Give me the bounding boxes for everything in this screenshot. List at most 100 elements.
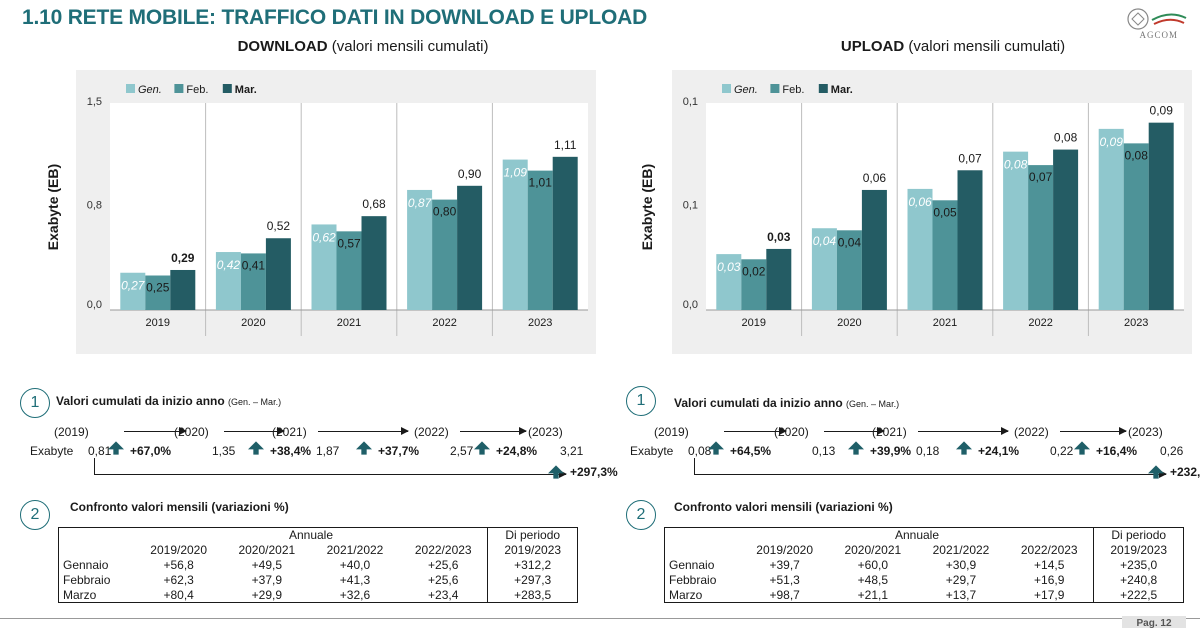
timeline-arrow bbox=[318, 427, 409, 435]
up-arrow-icon bbox=[548, 465, 564, 479]
up-arrow-icon bbox=[474, 441, 490, 455]
x-tick-label: 2021 bbox=[933, 317, 957, 329]
cumulative-value: 0,18 bbox=[916, 444, 940, 458]
table-cell: +222,5 bbox=[1093, 587, 1184, 603]
header-empty bbox=[665, 543, 741, 558]
section-number-table: 2 bbox=[626, 500, 656, 530]
row-label: Febbraio bbox=[669, 573, 717, 587]
column-header: 2019/2023 bbox=[1093, 542, 1184, 558]
bar-gen-2019 bbox=[716, 254, 742, 310]
table-cell: +29,7 bbox=[945, 573, 977, 587]
change-percent: +24,1% bbox=[978, 444, 1020, 458]
x-tick-label: 2023 bbox=[528, 317, 552, 329]
cumulative-value: 1,35 bbox=[212, 444, 236, 458]
data-label: 0,29 bbox=[171, 251, 195, 265]
table-cell: +297,3 bbox=[487, 572, 578, 588]
table-cell: +13,7 bbox=[945, 587, 977, 602]
bar-mar-2022 bbox=[457, 185, 483, 310]
table-row: Febbraio +51,3 +48,5 +29,7 +16,9 +240,8 bbox=[665, 572, 1184, 588]
table-cell: +39,7 bbox=[769, 558, 800, 572]
timeline-arrow bbox=[1060, 427, 1127, 435]
data-label: 0,87 bbox=[408, 196, 433, 210]
data-label: 0,80 bbox=[433, 205, 457, 219]
bar-feb-2019 bbox=[145, 275, 171, 310]
data-label: 1,01 bbox=[529, 176, 553, 190]
data-label: 0,08 bbox=[1004, 158, 1028, 172]
section-number-table: 2 bbox=[20, 500, 50, 530]
table-cell: +17,9 bbox=[1034, 587, 1065, 602]
table-row: Gennaio +39,7 +60,0 +30,9 +14,5 +235,0 bbox=[665, 557, 1184, 573]
data-label: 0,08 bbox=[1125, 148, 1149, 162]
year-label: (2019) bbox=[54, 425, 89, 439]
bar-mar-2023 bbox=[552, 156, 578, 310]
data-label: 0,06 bbox=[908, 195, 932, 209]
legend-swatch bbox=[722, 84, 731, 93]
data-label: 0,04 bbox=[838, 235, 862, 249]
column-header: 2020/2021 bbox=[844, 543, 902, 557]
table-cell: +25,6 bbox=[428, 558, 459, 572]
up-arrow-icon bbox=[248, 441, 264, 455]
variations-table-download: Annuale Di periodo 2019/2020 2020/2021 2021/… bbox=[58, 527, 578, 603]
table-columns-row: 2019/2020 2020/2021 2021/2022 2022/2023 2019… bbox=[665, 542, 1184, 558]
data-label: 0,68 bbox=[362, 197, 386, 211]
bar-gen-2022 bbox=[1003, 151, 1029, 310]
x-tick-label: 2023 bbox=[1124, 317, 1148, 329]
table-cell: +56,8 bbox=[163, 558, 194, 572]
legend-label: Feb. bbox=[186, 84, 208, 96]
download-chart: 1,5 0,8 0,0 0,27 0,25 0,29 2019 0,42 0,41 0,52 202… bbox=[76, 70, 596, 354]
cumulative-value: 0,22 bbox=[1050, 444, 1074, 458]
upload-ylabel: Exabyte (EB) bbox=[639, 163, 655, 251]
cumulative-value: 0,08 bbox=[688, 444, 712, 458]
total-arrow-stem bbox=[694, 458, 695, 474]
row-label: Exabyte bbox=[630, 444, 674, 458]
table-cell: +60,0 bbox=[857, 558, 889, 572]
table-cell: +37,9 bbox=[251, 573, 283, 587]
x-tick-label: 2019 bbox=[742, 317, 766, 329]
up-arrow-icon bbox=[108, 441, 124, 455]
table-cell: +16,9 bbox=[1034, 573, 1065, 587]
data-label: 0,05 bbox=[933, 205, 957, 219]
change-percent: +38,4% bbox=[270, 444, 312, 458]
legend-swatch bbox=[818, 84, 828, 93]
legend-label: Gen. bbox=[138, 84, 162, 96]
cumulative-title: Valori cumulati da inizio anno (Gen. – M… bbox=[56, 394, 282, 408]
bar-gen-2019 bbox=[120, 272, 146, 310]
legend-label: Gen. bbox=[734, 84, 758, 96]
header-di-periodo: Di periodo bbox=[1093, 527, 1184, 543]
table-cell: +41,3 bbox=[339, 573, 371, 587]
bar-gen-2020 bbox=[215, 252, 241, 310]
upload-title-bold: UPLOAD bbox=[840, 38, 905, 55]
table-cell: +62,3 bbox=[163, 573, 194, 587]
column-header: 2019/2020 bbox=[150, 543, 208, 557]
variations-table-upload: Annuale Di periodo 2019/2020 2020/2021 2021/… bbox=[664, 527, 1184, 603]
data-label: 0,90 bbox=[458, 167, 482, 181]
up-arrow-icon bbox=[356, 441, 372, 455]
table-row: Febbraio +62,3 +37,9 +41,3 +25,6 +297,3 bbox=[59, 572, 578, 588]
total-change-percent: +297,3% bbox=[570, 465, 618, 479]
row-label: Gennaio bbox=[63, 558, 109, 572]
table-row: Marzo +98,7 +21,1 +13,7 +17,9 +222,5 bbox=[665, 587, 1184, 603]
timeline-arrow bbox=[724, 427, 787, 435]
timeline-arrow bbox=[824, 427, 885, 435]
header-empty bbox=[59, 528, 135, 543]
bar-mar-2020 bbox=[861, 189, 887, 310]
bar-mar-2022 bbox=[1053, 149, 1079, 310]
upload-title-rest: (valori mensili cumulati) bbox=[908, 38, 1066, 55]
agcom-logo-icon bbox=[1127, 8, 1187, 30]
upload-chart-title: UPLOAD (valori mensili cumulati) bbox=[693, 38, 1200, 55]
cumulative-value: 1,87 bbox=[316, 444, 340, 458]
header-annuale: Annuale bbox=[288, 528, 334, 543]
bar-feb-2020 bbox=[836, 230, 862, 310]
table-cell: +30,9 bbox=[945, 558, 977, 572]
header-empty bbox=[59, 543, 135, 558]
download-chart-title: DOWNLOAD (valori mensili cumulati) bbox=[103, 38, 623, 55]
bar-mar-2020 bbox=[265, 238, 291, 310]
header-empty bbox=[665, 528, 741, 543]
bar-gen-2022 bbox=[407, 189, 433, 310]
table-row: Marzo +80,4 +29,9 +32,6 +23,4 +283,5 bbox=[59, 587, 578, 603]
x-tick-label: 2020 bbox=[241, 317, 265, 329]
legend-swatch bbox=[222, 84, 232, 93]
footer-divider bbox=[0, 618, 1200, 619]
timeline-arrow bbox=[124, 427, 187, 435]
section-number-cumulative: 1 bbox=[20, 388, 50, 418]
